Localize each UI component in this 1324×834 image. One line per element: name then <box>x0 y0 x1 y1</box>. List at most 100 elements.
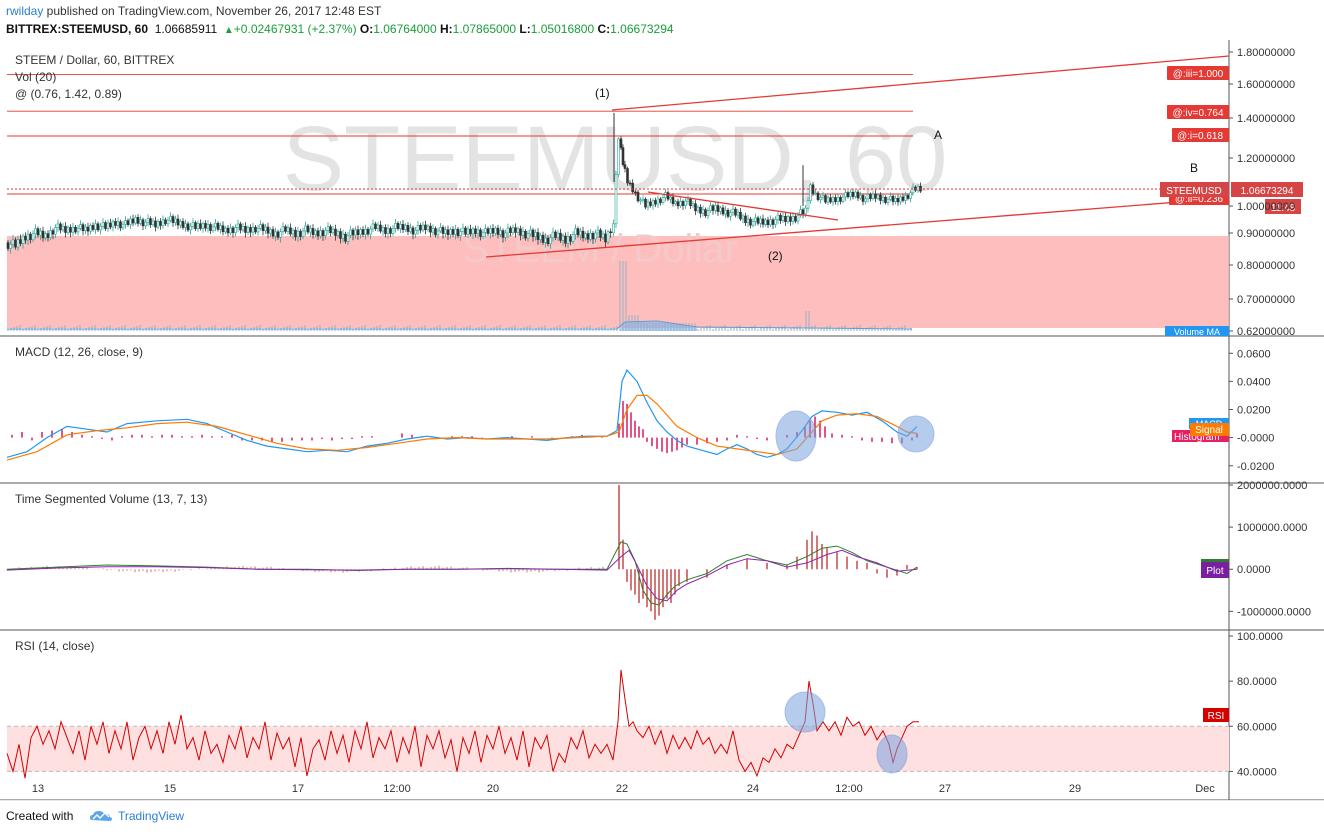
candle-body <box>581 230 585 239</box>
time-axis[interactable]: 13 15 17 12:00 20 22 24 12:00 27 29 Dec <box>32 783 1215 800</box>
candle-body <box>506 227 510 234</box>
candle-body <box>274 231 277 237</box>
price-panel[interactable]: STEEMUSD, 60 STEEM / Dollar (1) (2) A B … <box>6 47 1303 338</box>
signal-legend-tag: Signal <box>1190 423 1229 436</box>
candle-body <box>659 198 662 203</box>
candle-body <box>769 219 772 226</box>
candle-body <box>64 226 67 233</box>
volume-bar <box>763 327 765 331</box>
candle-body <box>623 164 627 169</box>
lower-trendline[interactable] <box>485 197 1230 258</box>
candle-body <box>156 221 160 228</box>
candle-body <box>771 219 775 225</box>
low-value: 1.05016800 <box>530 22 595 36</box>
candle-body <box>186 223 190 231</box>
candle-body <box>759 218 762 224</box>
volume-bar <box>277 329 279 331</box>
svg-text:@:iv=0.764: @:iv=0.764 <box>1172 108 1223 119</box>
svg-text:Plot: Plot <box>1206 566 1223 577</box>
upper-trendline[interactable] <box>611 55 1230 111</box>
volume-bar <box>544 325 546 331</box>
candle-body <box>306 225 310 233</box>
candle-body <box>201 223 205 229</box>
candle-body <box>764 219 767 225</box>
candle-body <box>834 197 837 202</box>
candle-body <box>161 219 165 226</box>
candle-body <box>791 216 795 222</box>
candle-body <box>891 195 895 202</box>
rsi-band <box>7 726 1229 772</box>
candle-body <box>174 218 177 223</box>
candle-body <box>39 230 42 236</box>
candle-body <box>524 230 527 239</box>
volume-bar <box>703 327 705 331</box>
author-link[interactable]: rwilday <box>6 4 44 18</box>
candle-body <box>681 201 685 206</box>
wedge-trendline[interactable] <box>647 191 839 221</box>
tradingview-link[interactable]: TradingView <box>118 809 185 823</box>
candle-body <box>628 182 632 185</box>
volume-bar <box>778 327 780 331</box>
macd-title: MACD (12, 26, close, 9) <box>15 345 143 359</box>
macd-panel[interactable]: MACD (12, 26, close, 9) MACD Histogram S… <box>6 345 1274 473</box>
tsv-tick-label: -1000000.0000 <box>1237 606 1311 618</box>
candle-body <box>599 229 602 238</box>
volume-ma-area <box>619 321 697 331</box>
candle-body <box>701 209 705 214</box>
rsi-axis[interactable]: 100.0000 80.0000 60.0000 40.0000 <box>1229 631 1283 778</box>
candle-body <box>434 228 437 236</box>
candle-body <box>269 229 272 234</box>
time-tick-label: 12:00 <box>383 783 411 795</box>
candle-body <box>571 234 575 242</box>
rsi-panel[interactable]: RSI (14, close) RSI 100.0000 80.0000 60.00… <box>6 631 1283 778</box>
tsv-panel[interactable]: Time Segmented Volume (13, 7, 13) Plot 2… <box>6 480 1311 620</box>
macd-tick-label: 0.0400 <box>1237 376 1271 388</box>
candle-body <box>76 227 80 233</box>
candle-body <box>824 195 827 203</box>
tsv-axis[interactable]: 2000000.0000 1000000.0000 0.0000 -1000000.0… <box>1229 480 1311 618</box>
rsi-tick-label: 80.0000 <box>1237 676 1277 688</box>
price-axis[interactable]: 1.80000000 1.60000000 1.40000000 1.20000000… <box>1229 47 1295 338</box>
time-tick-label: 29 <box>1069 783 1081 795</box>
volume-bar <box>721 326 723 331</box>
volume-bar <box>709 325 711 331</box>
volume-bar <box>700 328 702 331</box>
volume-bar <box>127 329 129 331</box>
candle-body <box>169 216 172 221</box>
candle-body <box>309 228 312 233</box>
candle-body <box>26 233 30 241</box>
candle-body <box>809 184 812 202</box>
candle-body <box>264 226 267 232</box>
candle-body <box>371 223 375 230</box>
candle-body <box>119 221 122 229</box>
candle-body <box>856 191 860 199</box>
macd-axis[interactable]: 0.0600 0.0400 0.0200 -0.0000 -0.0200 <box>1229 348 1274 473</box>
candle-body <box>239 223 242 231</box>
candle-body <box>54 227 57 235</box>
time-tick-label: 20 <box>487 783 499 795</box>
price-tick-label: 1.00000000 <box>1237 201 1295 213</box>
candle-body <box>609 231 612 234</box>
chart-svg[interactable]: STEEMUSD, 60 STEEM / Dollar (1) (2) A B … <box>0 40 1324 800</box>
candle-body <box>116 221 120 226</box>
candle-body <box>559 232 562 241</box>
tsv-tick-label: 2000000.0000 <box>1237 480 1307 492</box>
candle-body <box>779 214 782 221</box>
macd-tick-label: -0.0200 <box>1237 461 1274 473</box>
candle-body <box>384 227 387 234</box>
close-label: C: <box>597 22 611 36</box>
candle-body <box>164 219 167 225</box>
candle-body <box>617 138 620 175</box>
candle-body <box>684 200 687 206</box>
tradingview-logo-icon[interactable] <box>88 808 114 824</box>
candle-body <box>456 228 460 237</box>
candle-body <box>591 233 595 240</box>
candle-body <box>256 227 260 233</box>
candle-body <box>726 210 730 217</box>
candle-body <box>486 228 490 234</box>
rsi-legend-tag: RSI <box>1203 708 1229 722</box>
candle-body <box>151 220 155 225</box>
volume-bar <box>805 311 807 331</box>
candle-body <box>444 229 447 234</box>
candle-body <box>789 216 792 222</box>
